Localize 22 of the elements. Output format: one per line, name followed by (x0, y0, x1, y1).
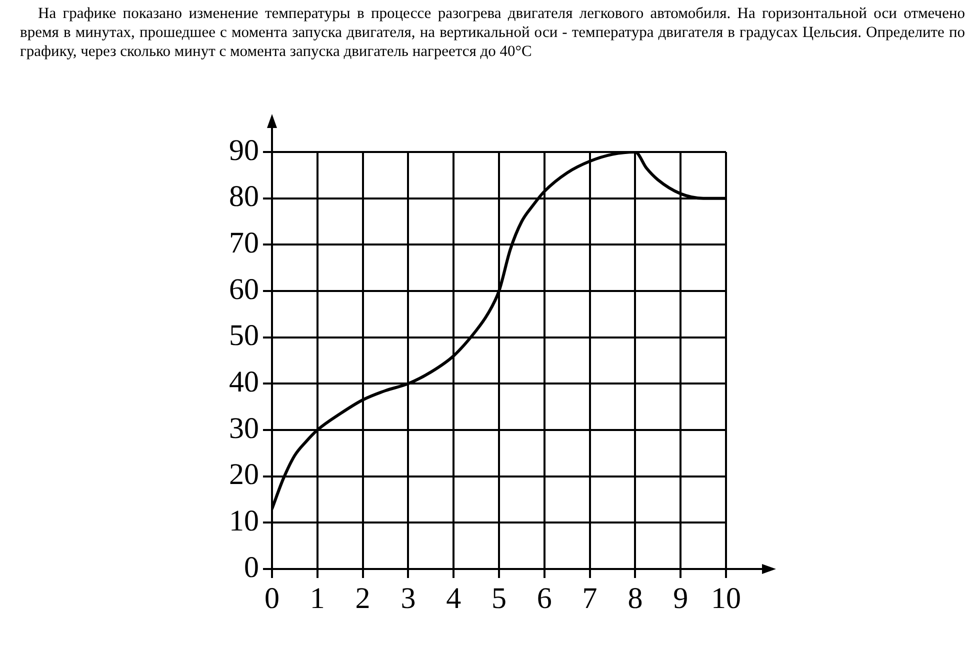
x-tick-label: 2 (355, 582, 370, 615)
x-tick-label: 4 (446, 582, 462, 615)
y-tick-label: 0 (244, 550, 259, 584)
chart-title: На графике показано изменение температуры в процессе разогрева двигателя легкового автомобиля. На горизонтальной оси отмечено время в минутах, прошедшее с момента запуска двигателя, на вертикальной оси - температура двигателя в градусах Цельсия. Определите по графику, через сколько минут с момента запуска двигатель нагреется до 40°C (20, 4, 965, 61)
x-tick-label: 0 (264, 582, 280, 615)
y-tick-label: 10 (229, 504, 259, 538)
y-tick-label: 60 (229, 272, 259, 306)
x-tick-label: 8 (628, 582, 643, 615)
x-tick-label: 6 (536, 582, 552, 615)
y-tick-label: 40 (229, 366, 259, 399)
y-tick-label: 50 (229, 319, 259, 352)
y-tick-label: 80 (229, 180, 259, 214)
x-tick-label: 7 (582, 582, 598, 615)
x-tick-label: 10 (711, 582, 741, 615)
x-tick-label: 1 (310, 582, 325, 615)
y-tick-label: 70 (229, 226, 259, 260)
x-tick-label: 3 (400, 582, 416, 615)
x-tick-label: 9 (673, 582, 688, 615)
x-tick-label: 5 (492, 582, 506, 615)
y-tick-label: 30 (229, 412, 259, 445)
y-tick-label: 20 (229, 458, 259, 492)
y-tick-label: 90 (229, 134, 259, 167)
